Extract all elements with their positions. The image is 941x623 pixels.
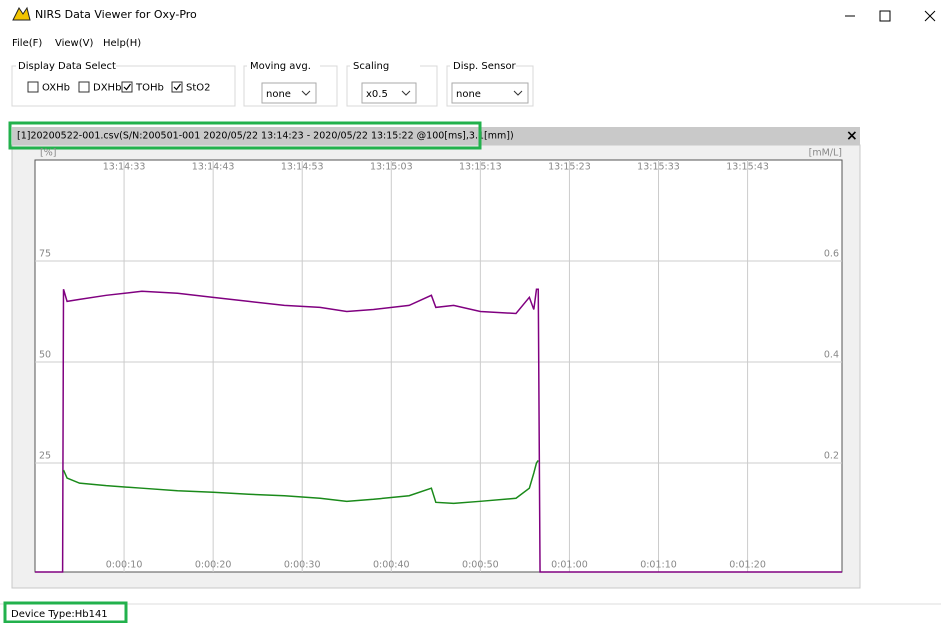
group-title: Scaling <box>353 61 389 72</box>
highlight-box <box>3 601 128 623</box>
dropdown-arrow <box>513 90 523 96</box>
y-tick-label: 50 <box>39 349 51 360</box>
group-title: Moving avg. <box>250 61 311 72</box>
status-text: Device Type:Hb141 <box>11 609 108 620</box>
group-label-bg <box>450 60 516 72</box>
y2-tick-label: 0.4 <box>824 349 839 360</box>
panel-title: [1]20200522-001.csv(S/N:200501-001 2020/… <box>17 131 514 142</box>
plot: 0:00:10 0:00:20 0:00:30 0:00:40 0:00:50 0:01:… <box>35 160 842 573</box>
menu-item[interactable]: File(F) <box>12 38 42 49</box>
maximize-button[interactable] <box>879 10 891 22</box>
panel-close[interactable]: × <box>846 128 858 144</box>
dropdown[interactable] <box>451 82 529 104</box>
dropdown-arrow <box>401 90 411 96</box>
group-label-bg <box>16 60 116 72</box>
plot-area <box>34 159 843 573</box>
y2-tick-label: 0.2 <box>824 450 839 461</box>
data-line <box>35 288 842 573</box>
y2-axis-label: [mM/L] <box>809 148 842 159</box>
checkbox[interactable] <box>121 81 133 93</box>
x-tick-label: 0:00:20 <box>195 560 232 571</box>
group-title: Disp. Sensor <box>453 61 517 72</box>
x-tick-label: 0:00:50 <box>462 560 499 571</box>
x-tick-label: 0:00:40 <box>373 560 410 571</box>
checkbox-group: OXHb DXHb TOHb StO2 <box>27 81 211 94</box>
checkbox-label[interactable]: StO2 <box>186 83 211 94</box>
y2-tick-label: 0.6 <box>824 248 839 259</box>
x-tick-label: 0:00:30 <box>284 560 321 571</box>
checkbox-label[interactable]: DXHb <box>93 83 121 94</box>
x2-tick-label: 13:15:43 <box>726 162 769 173</box>
x2-tick-label: 13:14:43 <box>192 162 235 173</box>
group-box <box>11 65 236 107</box>
data-line <box>62 459 539 505</box>
checkmark <box>173 83 181 91</box>
checkbox[interactable] <box>78 81 90 93</box>
y-axis-label: [%] <box>40 148 56 159</box>
checkmark <box>123 83 131 91</box>
close-button[interactable] <box>924 10 936 22</box>
checkbox[interactable] <box>171 81 183 93</box>
window-title: NIRS Data Viewer for Oxy-Pro <box>35 8 197 21</box>
menu-item[interactable]: View(V) <box>55 38 93 49</box>
x2-tick-label: 13:15:33 <box>637 162 680 173</box>
x-tick-label: 0:01:10 <box>640 560 677 571</box>
dropdown-value: none <box>456 89 481 100</box>
controls: Moving avg. none Scaling x0.5 Disp. Sensor no… <box>243 60 534 107</box>
checkbox-label[interactable]: OXHb <box>42 83 70 94</box>
dropdown[interactable] <box>361 82 417 104</box>
x-tick-label: 0:00:10 <box>106 560 143 571</box>
x2-tick-label: 13:14:33 <box>103 162 146 173</box>
x2-tick-label: 13:14:53 <box>281 162 324 173</box>
highlight-box <box>8 121 482 150</box>
dropdown-value: x0.5 <box>366 89 388 100</box>
x2-tick-label: 13:15:13 <box>459 162 502 173</box>
app-icon <box>12 6 31 21</box>
panel-header <box>12 127 860 145</box>
dropdown-arrow <box>301 90 311 96</box>
y-tick-label: 75 <box>39 248 51 259</box>
dropdown[interactable] <box>261 82 317 104</box>
x2-tick-label: 13:15:23 <box>548 162 591 173</box>
group-label-bg <box>350 60 420 72</box>
dropdown-value: none <box>266 89 291 100</box>
checkbox[interactable] <box>27 81 39 93</box>
group-title: Display Data Select <box>18 61 116 72</box>
y-tick-label: 25 <box>39 450 51 461</box>
x2-tick-label: 13:15:03 <box>370 162 413 173</box>
menu-bar: File(F) View(V) Help(H) <box>12 38 141 49</box>
group-label-bg <box>247 60 320 72</box>
checkbox-label[interactable]: TOHb <box>135 83 164 94</box>
x-tick-label: 0:01:20 <box>729 560 766 571</box>
x-tick-label: 0:01:00 <box>551 560 588 571</box>
menu-item[interactable]: Help(H) <box>103 38 141 49</box>
